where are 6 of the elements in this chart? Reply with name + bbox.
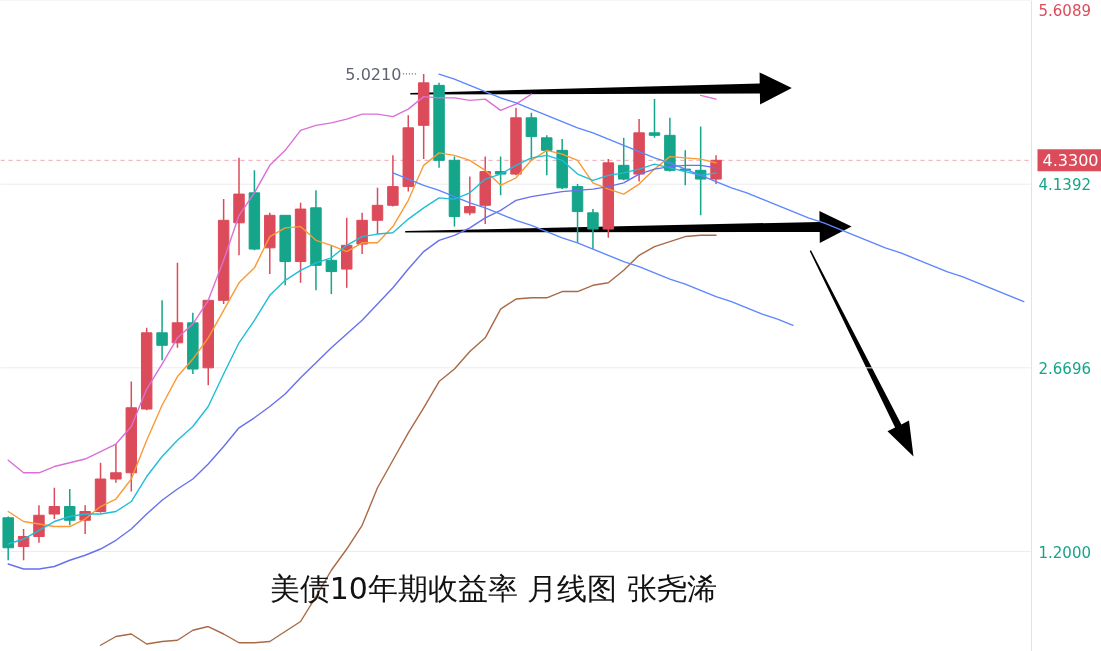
y-tick-label: 4.1392	[1038, 176, 1091, 195]
ref-line-label: 4.3300	[1042, 151, 1099, 171]
y-tick-label: 5.6089	[1038, 1, 1091, 20]
y-tick-label: 2.6696	[1038, 359, 1091, 378]
annotation: 5.0210	[345, 64, 402, 84]
y-tick-label: 1.2000	[1038, 543, 1091, 562]
